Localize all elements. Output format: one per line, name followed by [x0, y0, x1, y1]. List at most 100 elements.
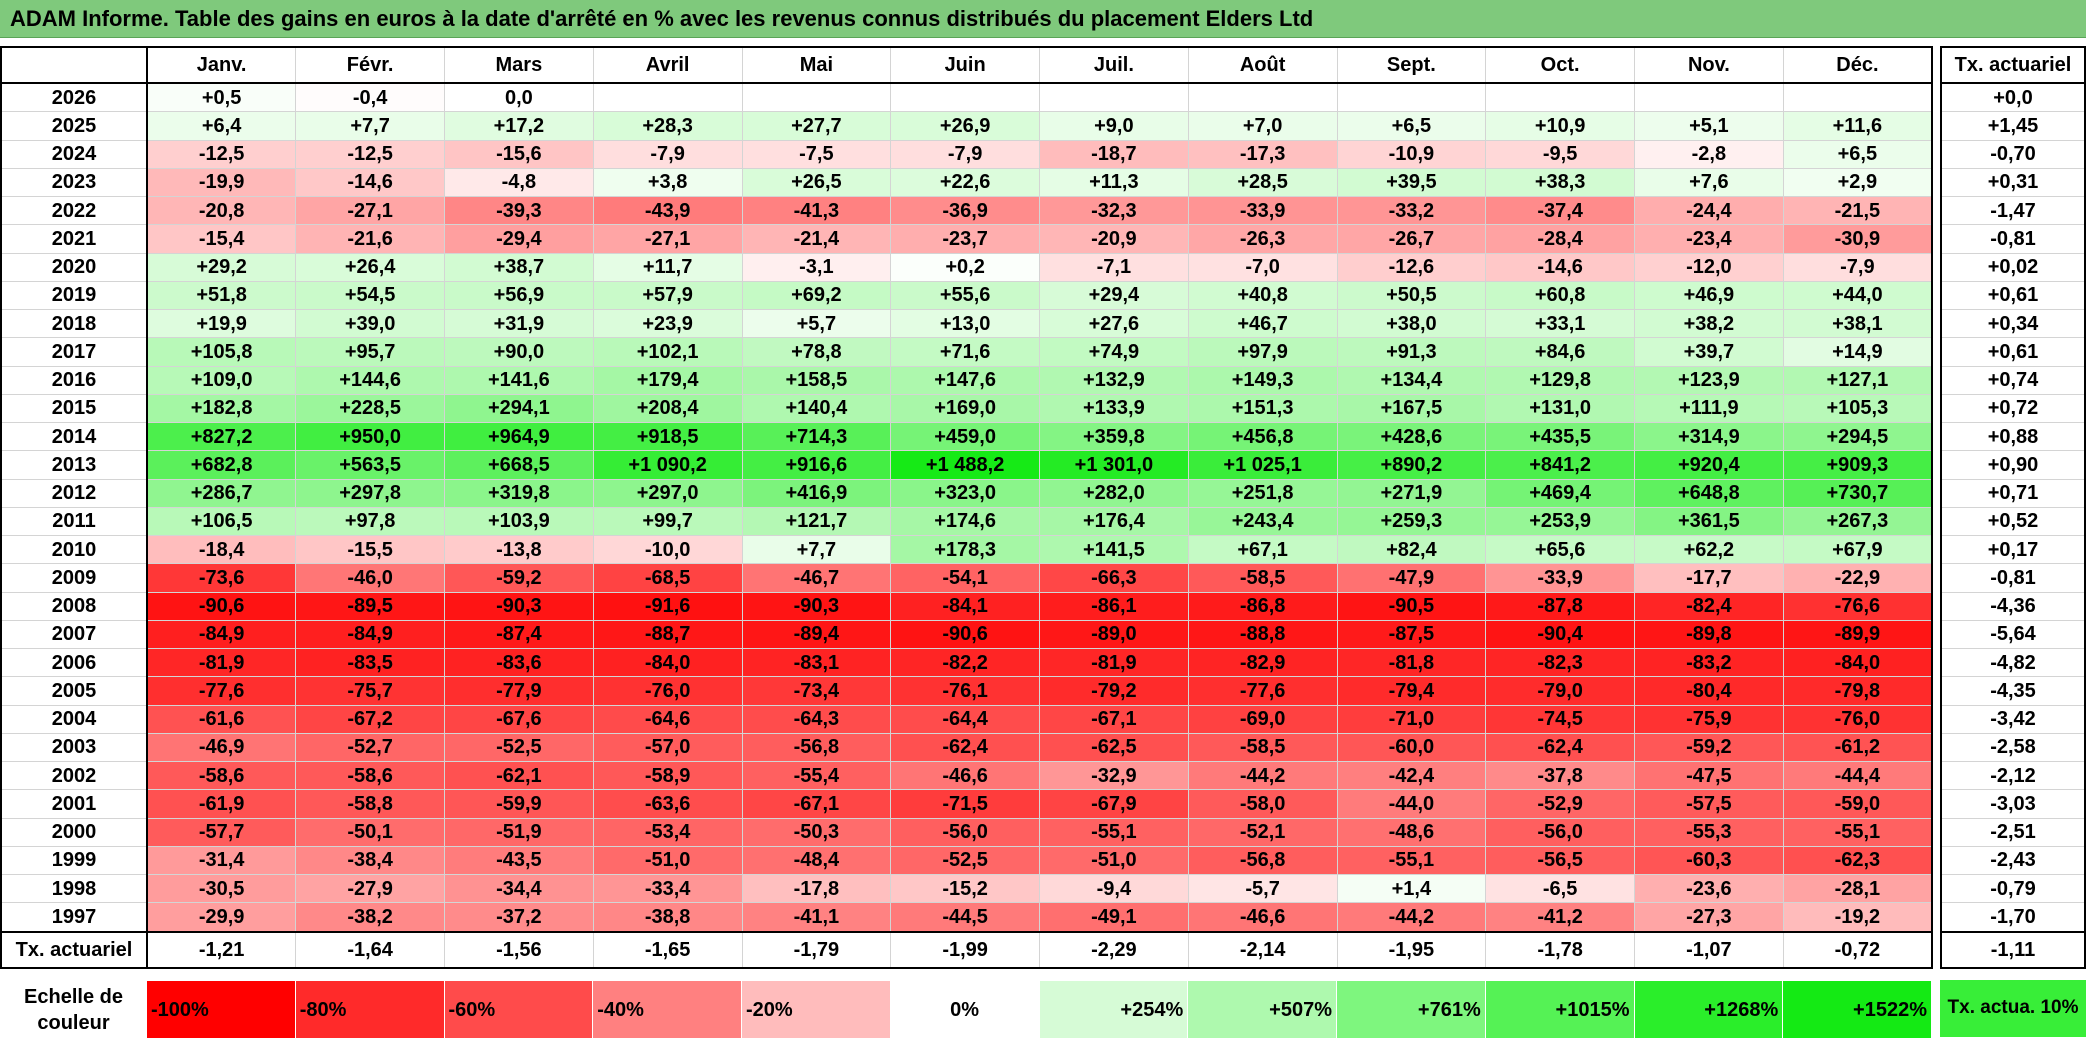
heatmap-cell: -74,5 [1485, 704, 1635, 734]
heatmap-cell [592, 82, 743, 113]
rate-table: Tx. actuariel +0,0 +1,45 -0,70 +0,31 -1,47 -0,… [1940, 46, 2086, 969]
heatmap-cell: +167,5 [1336, 393, 1487, 424]
heatmap-cell: +55,6 [890, 280, 1040, 311]
heatmap-cell: +1,4 [1336, 873, 1487, 904]
heatmap-cell: -79,4 [1336, 676, 1487, 706]
heatmap-cell: +22,6 [890, 167, 1040, 198]
heatmap-cell: -56,0 [1485, 817, 1635, 847]
heatmap-cell: -17,3 [1187, 139, 1338, 169]
rate-row: +0,61 [1940, 337, 2086, 367]
heatmap-cell: -83,6 [444, 647, 594, 678]
table-row: 2009 -73,6 -46,0 -59,2 -68,5 -46,7 -54,1 -66,3-… [0, 563, 1933, 593]
heatmap-cell: -90,3 [741, 591, 892, 621]
heatmap-cell: -56,8 [1187, 845, 1338, 876]
heatmap-cell: -6,5 [1485, 873, 1635, 904]
heatmap-cell: -14,6 [1485, 252, 1635, 282]
heatmap-cell: -59,2 [444, 563, 594, 593]
heatmap-cell: -71,5 [890, 789, 1040, 819]
heatmap-cell: -20,9 [1039, 224, 1189, 254]
heatmap-cell: +29,2 [146, 252, 297, 282]
table-row: 2014 +827,2 +950,0 +964,9 +918,5 +714,3 +459,0… [0, 421, 1933, 452]
heatmap-cell: +2,9 [1782, 167, 1933, 198]
heatmap-cell: -67,9 [1039, 789, 1189, 819]
heatmap-cell: -55,3 [1634, 817, 1784, 847]
heatmap-cell: +51,8 [146, 280, 297, 311]
heatmap-cell: -90,6 [146, 591, 297, 621]
scale-swatch: -40% [592, 980, 742, 1039]
heatmap-cell: +62,2 [1634, 534, 1784, 565]
rate-cell: +0,31 [1940, 167, 2086, 198]
title-bar: ADAM Informe. Table des gains en euros à… [0, 0, 2086, 38]
heatmap-cell: -44,0 [1336, 789, 1487, 819]
heatmap-cell: +27,7 [741, 111, 892, 141]
heatmap-cell: +6,4 [146, 111, 297, 141]
rate-row: +0,61 [1940, 280, 2086, 311]
heatmap-cell: +176,4 [1039, 506, 1189, 537]
heatmap-cell: +132,9 [1039, 365, 1189, 395]
heatmap-cell: +251,8 [1187, 478, 1338, 508]
heatmap-cell: +297,8 [295, 478, 445, 508]
year-label: 2024 [0, 139, 148, 169]
heatmap-cell: -15,5 [295, 534, 445, 565]
rate-cell: -1,47 [1940, 195, 2086, 226]
heatmap-cell: +28,5 [1187, 167, 1338, 198]
heatmap-cell: -88,8 [1187, 619, 1338, 650]
month-header: Août [1187, 46, 1338, 84]
heatmap-cell: +416,9 [741, 478, 892, 508]
year-label: 2023 [0, 167, 148, 198]
rate-row: -2,58 [1940, 732, 2086, 763]
heatmap-cell: -4,8 [444, 167, 594, 198]
heatmap-cell: +17,2 [444, 111, 594, 141]
heatmap-cell: -62,4 [1485, 732, 1635, 763]
heatmap-cell: -44,2 [1187, 760, 1338, 791]
heatmap-cell: -76,1 [890, 676, 1040, 706]
heatmap-cell: +39,5 [1336, 167, 1487, 198]
heatmap-cell: +428,6 [1336, 421, 1487, 452]
heatmap-cell: -67,2 [295, 704, 445, 734]
rate-row: +0,34 [1940, 308, 2086, 339]
month-header: Juil. [1039, 46, 1189, 84]
heatmap-cell: +11,7 [592, 252, 743, 282]
scale-swatch: +1015% [1484, 980, 1635, 1039]
heatmap-cell: +920,4 [1634, 450, 1784, 480]
heatmap-cell: -12,5 [295, 139, 445, 169]
heatmap-cell: -61,2 [1782, 732, 1933, 763]
year-label: 2011 [0, 506, 148, 537]
rate-row: -5,64 [1940, 619, 2086, 650]
heatmap-cell: -47,5 [1634, 760, 1784, 791]
heatmap-cell: -73,6 [146, 563, 297, 593]
month-header: Oct. [1485, 46, 1635, 84]
table-row: 2020 +29,2 +26,4 +38,7 +11,7 -3,1 +0,2 -7,1 -7,0… [0, 252, 1933, 282]
heatmap-cell: -57,7 [146, 817, 297, 847]
rate-row: -4,36 [1940, 591, 2086, 621]
heatmap-cell: -89,4 [741, 619, 892, 650]
heatmap-cell: -29,9 [146, 902, 297, 932]
table-row: 2015 +182,8 +228,5 +294,1 +208,4 +140,4 +169,0… [0, 393, 1933, 424]
heatmap-cell: -84,9 [146, 619, 297, 650]
heatmap-cell: -17,8 [741, 873, 892, 904]
heatmap-cell: -33,4 [592, 873, 743, 904]
heatmap-cell: -90,6 [890, 619, 1040, 650]
heatmap-cell: +964,9 [444, 421, 594, 452]
heatmap-cell: +39,0 [295, 308, 445, 339]
heatmap-cell: -82,3 [1485, 647, 1635, 678]
year-label: 2013 [0, 450, 148, 480]
heatmap-cell: +105,8 [146, 337, 297, 367]
heatmap-cell: -58,0 [1187, 789, 1338, 819]
heatmap-cell: +297,0 [592, 478, 743, 508]
heatmap-cell: -82,9 [1187, 647, 1338, 678]
heatmap-cell: +40,8 [1187, 280, 1338, 311]
rate-cell: +0,74 [1940, 365, 2086, 395]
rate-cell: +0,0 [1940, 82, 2086, 113]
heatmap-cell: +144,6 [295, 365, 445, 395]
heatmap-cell: -83,2 [1634, 647, 1784, 678]
heatmap-cell: -91,6 [592, 591, 743, 621]
heatmap-cell: -46,9 [146, 732, 297, 763]
heatmap-cell: -61,6 [146, 704, 297, 734]
heatmap-cell: +286,7 [146, 478, 297, 508]
heatmap-cell: +28,3 [592, 111, 743, 141]
heatmap-cell: -83,1 [741, 647, 892, 678]
rate-row: +0,17 [1940, 534, 2086, 565]
heatmap-cell: -32,9 [1039, 760, 1189, 791]
heatmap-cell: -61,9 [146, 789, 297, 819]
